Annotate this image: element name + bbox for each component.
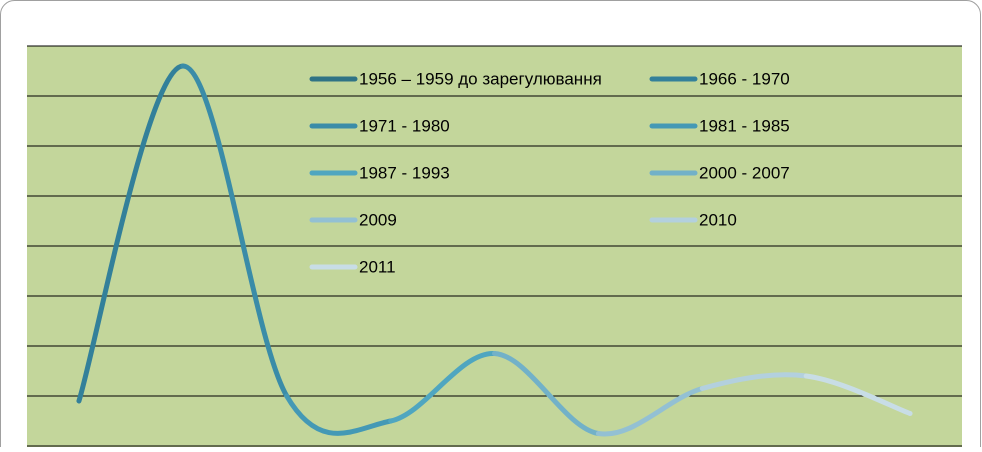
line-segment <box>284 393 394 436</box>
line-segment <box>803 373 913 416</box>
legend-label: 1987 - 1993 <box>359 163 450 182</box>
legend-label: 2000 - 2007 <box>699 163 790 182</box>
legend-label: 1981 - 1985 <box>699 116 790 135</box>
legend-label: 2011 <box>359 257 396 276</box>
legend-label: 2010 <box>699 210 737 229</box>
line-segment <box>699 372 809 391</box>
line-segment <box>180 63 290 399</box>
legend-label: 1966 - 1970 <box>699 69 790 88</box>
legend-label: 1971 - 1980 <box>359 116 450 135</box>
line-segment <box>76 63 186 404</box>
line-segment <box>388 350 497 424</box>
legend-label: 2009 <box>359 210 397 229</box>
line-segment <box>492 351 601 436</box>
line-segment <box>595 386 705 437</box>
legend-label: 1956 – 1959 до зарегулювання <box>359 69 602 88</box>
